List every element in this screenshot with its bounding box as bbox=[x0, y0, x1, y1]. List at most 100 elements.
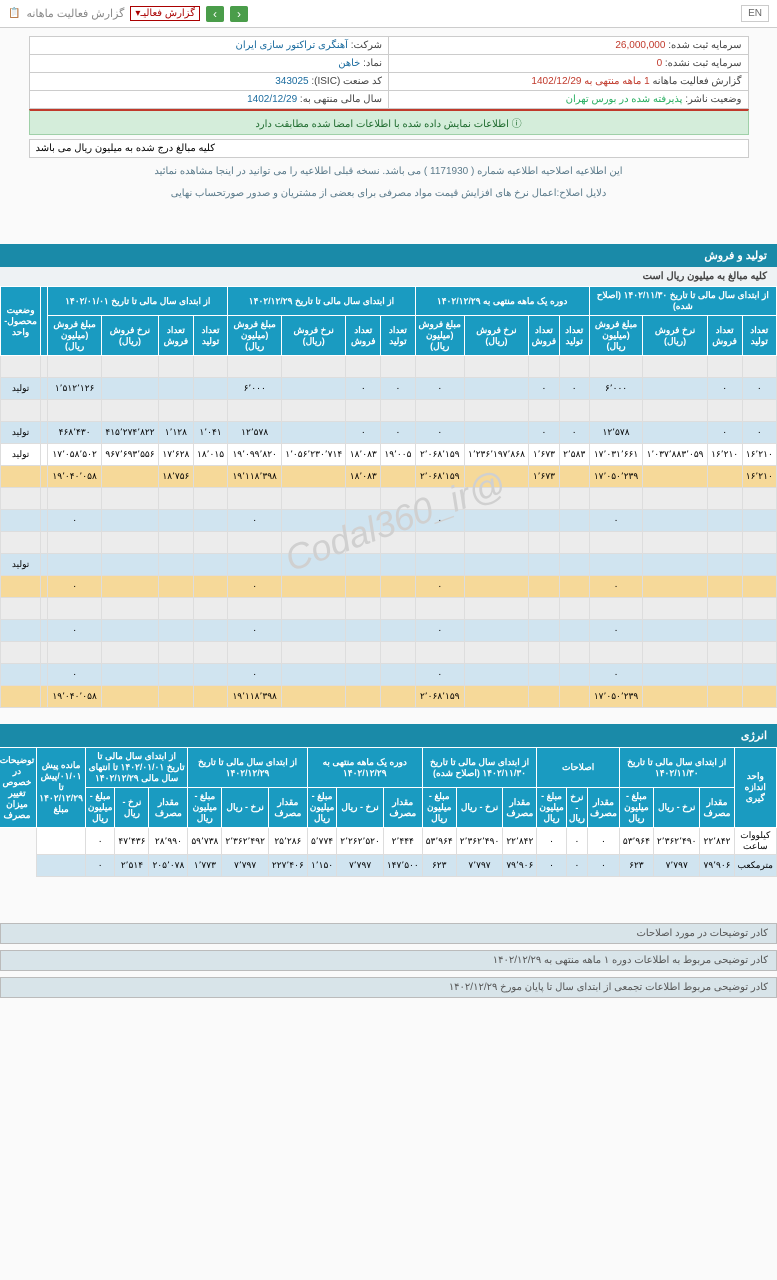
amendment-desc: این اطلاعیه اصلاحیه اطلاعیه شماره ( 1171… bbox=[29, 164, 749, 180]
nav-next-icon[interactable]: › bbox=[206, 6, 224, 22]
table-row: ۰۰۰۰ bbox=[1, 510, 777, 532]
table-row: کیلووات ساعت۲۲٬۸۴۲۲٬۳۶۲٬۴۹۰۵۳٬۹۶۴۰۰۰۲۲٬۸… bbox=[0, 828, 777, 855]
sub-header: مبلغ - میلیون ریال bbox=[537, 788, 566, 828]
sub-header: تعداد تولید bbox=[193, 316, 227, 356]
sub-header: تعداد تولید bbox=[559, 316, 589, 356]
reason-desc: دلایل اصلاح:اعمال نرخ های افزایش قیمت مو… bbox=[29, 186, 749, 202]
table-row: ۰۰۶٬۰۰۰۰۰۰۰۰۶٬۰۰۰۱٬۵۱۲٬۱۲۶تولید bbox=[1, 378, 777, 400]
production-sales-table: از ابتدای سال مالی تا تاریخ ۱۴۰۲/۱۱/۳۰ (… bbox=[0, 286, 777, 708]
col-group: دوره یک ماهه منتهی به ۱۴۰۲/۱۲/۲۹ bbox=[307, 748, 422, 788]
isic-label: کد صنعت (ISIC): bbox=[311, 76, 382, 87]
table-row bbox=[1, 642, 777, 664]
table-row: ۰۰۰۰ bbox=[1, 620, 777, 642]
table-row bbox=[1, 488, 777, 510]
col-group: وضعیت محصول-واحد bbox=[1, 287, 41, 356]
sub-header: مبلغ فروش (میلیون ریال) bbox=[589, 316, 643, 356]
col-group: از ابتدای سال مالی تا تاریخ ۱۴۰۲/۱۱/۳۰ (… bbox=[422, 748, 537, 788]
col-group: دوره یک ماهه منتهی به ۱۴۰۲/۱۲/۲۹ bbox=[415, 287, 589, 316]
section1-subtitle: کلیه مبالغ به میلیون ریال است bbox=[0, 267, 777, 286]
sub-header: نرخ - ریال bbox=[456, 788, 503, 828]
sub-header: مبلغ - میلیون ریال bbox=[307, 788, 336, 828]
sub-header: مبلغ - میلیون ریال bbox=[619, 788, 653, 828]
capital-reg-label: سرمایه ثبت شده: bbox=[668, 40, 741, 51]
col-group: واحد اندازه گیری bbox=[734, 748, 776, 828]
sub-header: نرخ فروش (ریال) bbox=[643, 316, 707, 356]
col-group: از ابتدای سال مالی تا تاریخ ۱۴۰۲/۱۱/۳۰ (… bbox=[589, 287, 776, 316]
energy-table: واحد اندازه گیریاز ابتدای سال مالی تا تا… bbox=[0, 747, 777, 877]
sub-header: تعداد فروش bbox=[346, 316, 381, 356]
sub-header: مبلغ فروش (میلیون ریال) bbox=[415, 316, 464, 356]
sub-header: مقدار مصرف bbox=[503, 788, 537, 828]
table-row bbox=[1, 400, 777, 422]
col-group: از ابتدای سال مالی تا تاریخ ۱۴۰۲/۱۱/۳۰ bbox=[619, 748, 734, 788]
currency-note: کلیه مبالغ درج شده به میلیون ریال می باش… bbox=[29, 139, 749, 158]
topbar: EN ‹ › گزارش فعالیـ▾ گزارش فعالیت ماهانه… bbox=[0, 0, 777, 28]
isic-val: 343025 bbox=[275, 76, 308, 87]
report-label: گزارش فعالیت ماهانه bbox=[652, 76, 741, 87]
col-group: توضیحات در خصوص تغییر میزان مصرف bbox=[0, 748, 37, 828]
sub-header: تعداد فروش bbox=[529, 316, 560, 356]
table-row bbox=[1, 598, 777, 620]
table-row: ۰۰۰۰ bbox=[1, 664, 777, 686]
publisher-val: پذیرفته شده در بورس تهران bbox=[566, 94, 683, 105]
company-label: شرکت: bbox=[351, 40, 382, 51]
sub-header: تعداد فروش bbox=[707, 316, 742, 356]
capital-unreg-label: سرمایه ثبت نشده: bbox=[665, 58, 742, 69]
check-icon: ⓘ bbox=[512, 119, 522, 130]
col-group: از ابتدای سال مالی تا تاریخ ۱۴۰۲/۰۱/۰۱ ت… bbox=[85, 748, 187, 788]
table-row: ۰۰۰۰ bbox=[1, 576, 777, 598]
sub-header: مبلغ فروش (میلیون ریال) bbox=[228, 316, 282, 356]
sub-header: نرخ - ریال bbox=[222, 788, 269, 828]
col-group: از ابتدای سال مالی تا تاریخ ۱۴۰۲/۱۲/۲۹ bbox=[188, 748, 307, 788]
table-row: مترمکعب۷۹٬۹۰۶۷٬۷۹۷۶۲۳۰۰۰۷۹٬۹۰۶۷٬۷۹۷۶۲۳۱۴… bbox=[0, 855, 777, 877]
page-title: گزارش فعالیت ماهانه bbox=[26, 7, 124, 20]
col-group bbox=[41, 287, 48, 356]
sub-header: مقدار مصرف bbox=[268, 788, 307, 828]
table-row: ۱۶٬۲۱۰۱۷٬۰۵۰٬۲۳۹۱٬۶۷۳۲٬۰۶۸٬۱۵۹۱۸٬۰۸۳۱۹٬۱… bbox=[1, 466, 777, 488]
col-group: از ابتدای سال مالی تا تاریخ ۱۴۰۲/۱۲/۲۹ bbox=[228, 287, 415, 316]
sub-header: مقدار مصرف bbox=[383, 788, 422, 828]
col-group: اصلاحات bbox=[537, 748, 620, 788]
company-val: آهنگری تراکتور سازی ایران bbox=[236, 40, 348, 51]
company-info-table: سرمایه ثبت شده: 26,000,000 شرکت: آهنگری … bbox=[29, 36, 749, 109]
sub-header: نرخ - ریال bbox=[566, 788, 587, 828]
section1-header: تولید و فروش bbox=[0, 244, 777, 267]
footnote: کادر توضیحات در مورد اصلاحات bbox=[0, 923, 777, 944]
table-row bbox=[1, 356, 777, 378]
sub-header: تعداد تولید bbox=[742, 316, 776, 356]
sub-header: مبلغ - میلیون ریال bbox=[188, 788, 222, 828]
sub-header: تعداد تولید bbox=[381, 316, 415, 356]
sub-header: نرخ فروش (ریال) bbox=[464, 316, 528, 356]
symbol-label: نماد: bbox=[363, 58, 382, 69]
lang-toggle[interactable]: EN bbox=[741, 5, 769, 22]
report-selector[interactable]: گزارش فعالیـ▾ bbox=[130, 6, 200, 21]
sub-header: نرخ - ریال bbox=[115, 788, 149, 828]
footnote: کادر توضیحی مربوط اطلاعات تجمعی از ابتدا… bbox=[0, 977, 777, 998]
sub-header: مبلغ فروش (میلیون ریال) bbox=[48, 316, 102, 356]
sub-header: نرخ - ریال bbox=[337, 788, 384, 828]
sub-header: تعداد فروش bbox=[158, 316, 193, 356]
sub-header: نرخ فروش (ریال) bbox=[282, 316, 346, 356]
fiscal-val: 1402/12/29 bbox=[247, 94, 297, 105]
sub-header: مقدار مصرف bbox=[700, 788, 734, 828]
table-row bbox=[1, 532, 777, 554]
table-row: تولید bbox=[1, 554, 777, 576]
report-icon: 📋 bbox=[8, 8, 20, 19]
capital-unreg-val: 0 bbox=[657, 58, 663, 69]
table-row: ۱۶٬۲۱۰۱۶٬۲۱۰۱٬۰۳۷٬۸۸۳٬۰۵۹۱۷٬۰۳۱٬۶۶۱۲٬۵۸۳… bbox=[1, 444, 777, 466]
sub-header: مقدار مصرف bbox=[149, 788, 188, 828]
sub-header: نرخ فروش (ریال) bbox=[102, 316, 159, 356]
signature-alert: ⓘ اطلاعات نمایش داده شده با اطلاعات امضا… bbox=[29, 109, 749, 135]
footnote: کادر توضیحی مربوط به اطلاعات دوره ۱ ماهه… bbox=[0, 950, 777, 971]
col-group: مانده پیش ۰۱/۰۱/پیش تا ۱۴۰۲/۱۲/۲۹ مبلغ bbox=[37, 748, 86, 828]
symbol-val: خاهن bbox=[338, 58, 360, 69]
sub-header: مقدار مصرف bbox=[587, 788, 619, 828]
sub-header: مبلغ - میلیون ریال bbox=[85, 788, 114, 828]
sub-header: مبلغ - میلیون ریال bbox=[422, 788, 456, 828]
report-period: 1 ماهه منتهی به 1402/12/29 bbox=[531, 76, 649, 87]
sub-header: نرخ - ریال bbox=[653, 788, 700, 828]
nav-prev-icon[interactable]: ‹ bbox=[230, 6, 248, 22]
table-row: ۰۰۱۲٬۵۷۸۰۰۰۰۰۱۲٬۵۷۸۱٬۰۴۱۱٬۱۲۸۴۱۵٬۲۷۴٬۸۲۲… bbox=[1, 422, 777, 444]
fiscal-label: سال مالی منتهی به: bbox=[300, 94, 382, 105]
capital-reg-val: 26,000,000 bbox=[615, 40, 665, 51]
